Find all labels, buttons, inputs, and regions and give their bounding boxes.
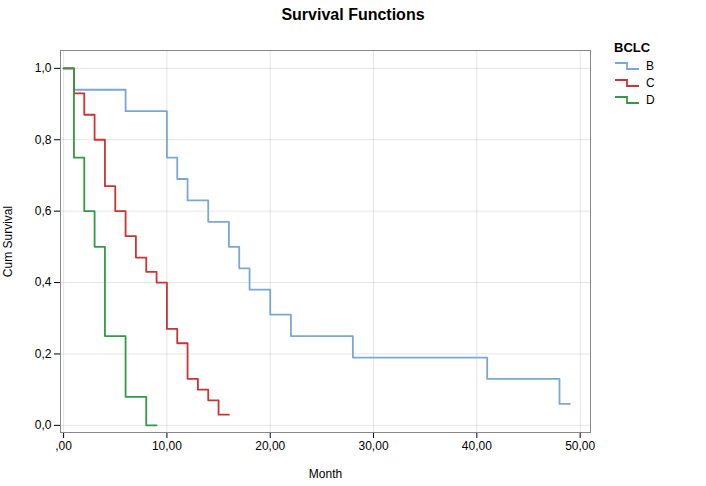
svg-text:0,6: 0,6 <box>35 204 52 218</box>
html-text:D: D <box>646 93 655 107</box>
svg-text:20,00: 20,00 <box>255 439 285 453</box>
html-text:C: C <box>646 76 655 90</box>
svg-text:0,4: 0,4 <box>35 275 52 289</box>
html-text:B: B <box>646 59 654 73</box>
svg-text:30,00: 30,00 <box>359 439 389 453</box>
svg-text:Month: Month <box>309 467 342 481</box>
html-text:BCLC: BCLC <box>614 40 651 55</box>
svg-text:1,0: 1,0 <box>35 61 52 75</box>
svg-text:40,00: 40,00 <box>462 439 492 453</box>
svg-text:0,8: 0,8 <box>35 133 52 147</box>
svg-text:0,0: 0,0 <box>35 418 52 432</box>
svg-text:10,00: 10,00 <box>152 439 182 453</box>
svg-text:50,00: 50,00 <box>565 439 595 453</box>
html-text:Survival Functions: Survival Functions <box>281 6 425 23</box>
svg-text:0,2: 0,2 <box>35 347 52 361</box>
svg-text:,00: ,00 <box>55 439 72 453</box>
svg-text:Cum Survival: Cum Survival <box>1 206 15 277</box>
